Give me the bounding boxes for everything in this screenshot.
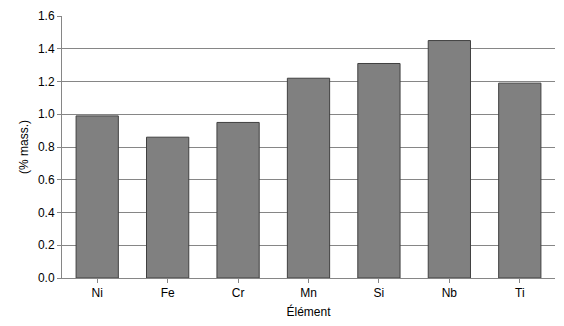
svg-text:Ti: Ti (515, 286, 525, 300)
svg-text:0.8: 0.8 (38, 140, 55, 154)
svg-text:Cr: Cr (232, 286, 245, 300)
svg-text:Nb: Nb (442, 286, 458, 300)
svg-text:1.4: 1.4 (38, 42, 55, 56)
svg-text:Ni: Ni (92, 286, 103, 300)
svg-text:Mn: Mn (300, 286, 317, 300)
svg-text:0.4: 0.4 (38, 206, 55, 220)
svg-text:1.6: 1.6 (38, 9, 55, 23)
svg-text:(% mass.): (% mass.) (17, 120, 31, 174)
svg-text:0.6: 0.6 (38, 173, 55, 187)
svg-text:Si: Si (374, 286, 385, 300)
svg-text:Fe: Fe (161, 286, 175, 300)
svg-text:1.2: 1.2 (38, 75, 55, 89)
svg-text:0.0: 0.0 (38, 271, 55, 285)
svg-text:1.0: 1.0 (38, 107, 55, 121)
svg-text:Élément: Élément (286, 304, 331, 319)
svg-text:0.2: 0.2 (38, 238, 55, 252)
